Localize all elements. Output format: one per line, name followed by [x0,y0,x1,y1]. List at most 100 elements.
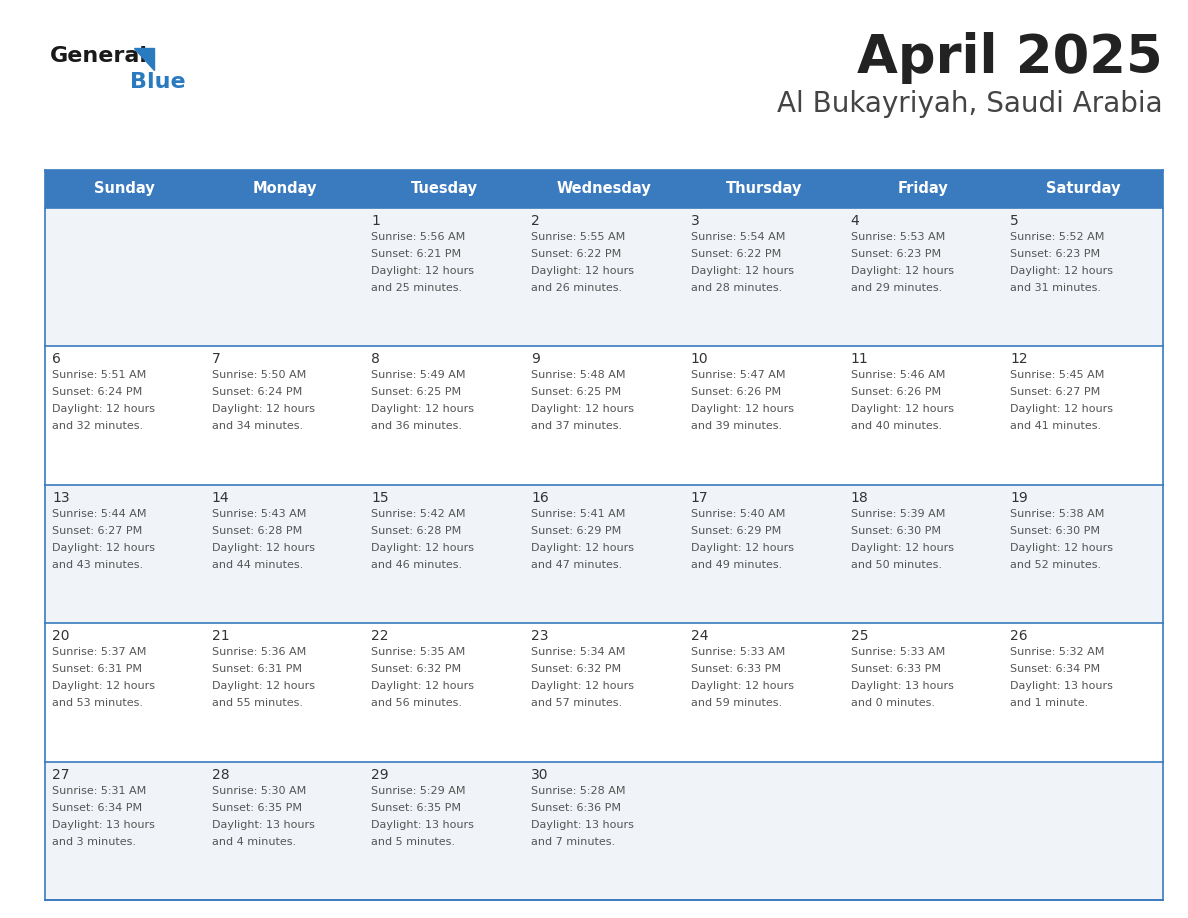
Text: Daylight: 12 hours: Daylight: 12 hours [531,266,634,276]
Text: 4: 4 [851,214,859,228]
Text: 2: 2 [531,214,539,228]
Text: Daylight: 12 hours: Daylight: 12 hours [52,405,154,414]
Text: Sunrise: 5:29 AM: Sunrise: 5:29 AM [372,786,466,796]
Text: Sunrise: 5:45 AM: Sunrise: 5:45 AM [1010,370,1105,380]
Text: Daylight: 12 hours: Daylight: 12 hours [52,543,154,553]
Text: Sunset: 6:28 PM: Sunset: 6:28 PM [211,526,302,536]
Text: Sunrise: 5:55 AM: Sunrise: 5:55 AM [531,232,625,242]
Text: and 28 minutes.: and 28 minutes. [691,283,782,293]
Bar [45,623,1163,762]
Text: Daylight: 12 hours: Daylight: 12 hours [691,266,794,276]
Text: Sunset: 6:25 PM: Sunset: 6:25 PM [372,387,462,397]
Text: Sunset: 6:27 PM: Sunset: 6:27 PM [52,526,143,536]
Text: Daylight: 12 hours: Daylight: 12 hours [52,681,154,691]
Text: Sunset: 6:33 PM: Sunset: 6:33 PM [691,665,781,674]
Text: and 31 minutes.: and 31 minutes. [1010,283,1101,293]
Text: 13: 13 [52,491,70,505]
Text: Sunrise: 5:38 AM: Sunrise: 5:38 AM [1010,509,1105,519]
Text: Daylight: 12 hours: Daylight: 12 hours [372,681,474,691]
Text: Sunrise: 5:33 AM: Sunrise: 5:33 AM [851,647,944,657]
Text: and 4 minutes.: and 4 minutes. [211,836,296,846]
Text: Sunrise: 5:48 AM: Sunrise: 5:48 AM [531,370,626,380]
Text: Sunrise: 5:39 AM: Sunrise: 5:39 AM [851,509,944,519]
Text: Sunset: 6:30 PM: Sunset: 6:30 PM [1010,526,1100,536]
Text: Sunset: 6:35 PM: Sunset: 6:35 PM [211,802,302,812]
Text: Daylight: 12 hours: Daylight: 12 hours [531,543,634,553]
Text: Al Bukayriyah, Saudi Arabia: Al Bukayriyah, Saudi Arabia [777,90,1163,118]
Text: 20: 20 [52,629,70,644]
Text: General: General [50,46,148,66]
Text: Daylight: 13 hours: Daylight: 13 hours [372,820,474,830]
Text: and 29 minutes.: and 29 minutes. [851,283,942,293]
Text: 17: 17 [691,491,708,505]
Text: April 2025: April 2025 [858,32,1163,84]
Text: Sunrise: 5:33 AM: Sunrise: 5:33 AM [691,647,785,657]
Text: 8: 8 [372,353,380,366]
Text: 26: 26 [1010,629,1028,644]
Text: 30: 30 [531,767,549,781]
Text: Daylight: 12 hours: Daylight: 12 hours [851,543,954,553]
Text: Blue: Blue [129,72,185,92]
Text: 25: 25 [851,629,868,644]
Text: 7: 7 [211,353,221,366]
Text: and 32 minutes.: and 32 minutes. [52,421,143,431]
Text: Sunrise: 5:41 AM: Sunrise: 5:41 AM [531,509,626,519]
Text: and 53 minutes.: and 53 minutes. [52,699,143,708]
Text: Sunset: 6:31 PM: Sunset: 6:31 PM [52,665,143,674]
Text: Sunset: 6:31 PM: Sunset: 6:31 PM [211,665,302,674]
Text: 16: 16 [531,491,549,505]
Text: Daylight: 13 hours: Daylight: 13 hours [52,820,154,830]
Text: Sunrise: 5:53 AM: Sunrise: 5:53 AM [851,232,944,242]
Text: Sunrise: 5:30 AM: Sunrise: 5:30 AM [211,786,307,796]
Text: Sunrise: 5:46 AM: Sunrise: 5:46 AM [851,370,944,380]
Text: and 7 minutes.: and 7 minutes. [531,836,615,846]
Text: Sunrise: 5:43 AM: Sunrise: 5:43 AM [211,509,307,519]
Text: Sunset: 6:28 PM: Sunset: 6:28 PM [372,526,462,536]
Text: Sunset: 6:24 PM: Sunset: 6:24 PM [52,387,143,397]
Text: Daylight: 12 hours: Daylight: 12 hours [531,405,634,414]
Text: Sunset: 6:26 PM: Sunset: 6:26 PM [851,387,941,397]
Text: Daylight: 12 hours: Daylight: 12 hours [691,681,794,691]
Text: and 44 minutes.: and 44 minutes. [211,560,303,570]
Bar [45,762,1163,900]
Text: Daylight: 12 hours: Daylight: 12 hours [211,681,315,691]
Text: Sunset: 6:35 PM: Sunset: 6:35 PM [372,802,461,812]
Text: Sunset: 6:22 PM: Sunset: 6:22 PM [531,249,621,259]
Text: Daylight: 12 hours: Daylight: 12 hours [211,405,315,414]
Text: Thursday: Thursday [726,182,802,196]
Text: Sunset: 6:23 PM: Sunset: 6:23 PM [851,249,941,259]
Text: Sunset: 6:33 PM: Sunset: 6:33 PM [851,665,941,674]
Text: Sunrise: 5:52 AM: Sunrise: 5:52 AM [1010,232,1105,242]
Text: Sunset: 6:25 PM: Sunset: 6:25 PM [531,387,621,397]
Text: Friday: Friday [898,182,949,196]
Text: Daylight: 12 hours: Daylight: 12 hours [372,405,474,414]
Text: Sunrise: 5:50 AM: Sunrise: 5:50 AM [211,370,307,380]
Text: Sunrise: 5:42 AM: Sunrise: 5:42 AM [372,509,466,519]
Text: 11: 11 [851,353,868,366]
Text: Sunset: 6:32 PM: Sunset: 6:32 PM [372,665,462,674]
Text: Sunrise: 5:28 AM: Sunrise: 5:28 AM [531,786,626,796]
Text: Sunrise: 5:56 AM: Sunrise: 5:56 AM [372,232,466,242]
Text: Sunset: 6:36 PM: Sunset: 6:36 PM [531,802,621,812]
Text: Daylight: 13 hours: Daylight: 13 hours [531,820,634,830]
Bar [45,346,1163,485]
Text: and 55 minutes.: and 55 minutes. [211,699,303,708]
Text: 22: 22 [372,629,388,644]
Bar [45,208,1163,346]
Text: Sunday: Sunday [95,182,156,196]
Text: and 37 minutes.: and 37 minutes. [531,421,623,431]
Text: Daylight: 12 hours: Daylight: 12 hours [851,266,954,276]
Text: Daylight: 12 hours: Daylight: 12 hours [851,405,954,414]
Text: Sunset: 6:34 PM: Sunset: 6:34 PM [52,802,143,812]
Text: Daylight: 12 hours: Daylight: 12 hours [531,681,634,691]
Text: 5: 5 [1010,214,1019,228]
Text: and 0 minutes.: and 0 minutes. [851,699,935,708]
Text: and 3 minutes.: and 3 minutes. [52,836,135,846]
Text: and 40 minutes.: and 40 minutes. [851,421,942,431]
Text: Saturday: Saturday [1045,182,1120,196]
Bar [45,485,1163,623]
Text: and 5 minutes.: and 5 minutes. [372,836,455,846]
Text: 21: 21 [211,629,229,644]
Text: 6: 6 [52,353,61,366]
Text: 29: 29 [372,767,388,781]
